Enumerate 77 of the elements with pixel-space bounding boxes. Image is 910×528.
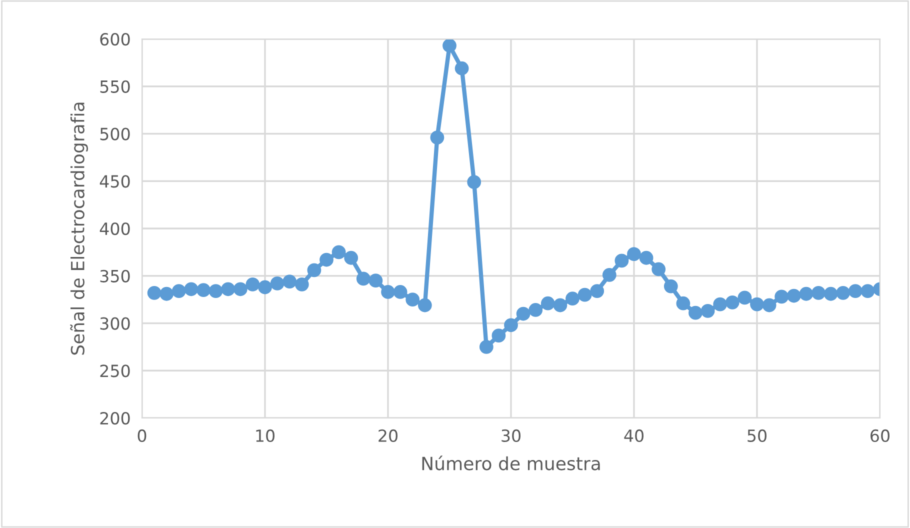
point	[492, 328, 506, 343]
point	[848, 284, 862, 298]
point	[614, 254, 629, 268]
point	[294, 277, 309, 292]
point	[639, 250, 654, 265]
point	[332, 245, 346, 260]
point	[676, 296, 690, 310]
point	[504, 318, 518, 332]
x-tick-label: 40	[624, 429, 644, 442]
point	[418, 298, 432, 312]
y-axis-title: Señal de Electrocardiografia	[70, 102, 88, 355]
point	[184, 282, 198, 296]
point	[147, 286, 162, 300]
point	[246, 277, 260, 292]
point	[356, 272, 370, 286]
y-tick-label: 200	[100, 412, 130, 425]
point	[208, 284, 223, 298]
point	[750, 297, 764, 312]
point	[320, 252, 334, 267]
y-tick-label: 500	[100, 128, 130, 140]
point	[652, 262, 666, 276]
x-tick-label: 10	[256, 429, 274, 442]
point	[627, 247, 641, 262]
x-tick-label: 50	[748, 429, 766, 442]
point	[590, 284, 604, 298]
point	[516, 306, 530, 321]
point	[406, 292, 420, 307]
point	[786, 288, 801, 303]
point	[381, 285, 395, 299]
point	[713, 297, 728, 312]
point	[700, 304, 715, 318]
y-tick-label: 250	[100, 364, 130, 378]
point	[467, 175, 482, 190]
point	[528, 303, 543, 317]
point	[442, 39, 456, 53]
point	[566, 292, 580, 306]
point	[368, 274, 383, 288]
point	[172, 284, 186, 298]
point	[664, 279, 678, 294]
point	[602, 268, 616, 282]
point	[160, 286, 174, 301]
point	[258, 280, 272, 294]
point	[196, 283, 210, 298]
point	[860, 284, 875, 298]
point	[221, 282, 236, 296]
point	[812, 286, 826, 300]
point	[725, 295, 740, 310]
point	[307, 263, 322, 278]
point	[553, 298, 568, 312]
x-tick-label: 20	[378, 429, 398, 442]
y-tick-label: 600	[100, 32, 130, 46]
point	[282, 274, 297, 289]
point	[738, 290, 752, 305]
point	[344, 250, 358, 265]
point	[270, 276, 284, 290]
x-axis-title: Número de muestra	[422, 456, 600, 470]
point	[836, 286, 850, 300]
y-tick-label: 350	[100, 270, 130, 282]
x-tick-label: 0	[138, 429, 146, 442]
x-tick-label: 30	[502, 429, 520, 442]
point	[479, 340, 494, 354]
point	[393, 285, 408, 299]
y-tick-label: 550	[100, 80, 130, 93]
y-tick-label: 450	[100, 175, 130, 188]
x-tick-label: 60	[870, 429, 890, 442]
point	[688, 306, 702, 320]
point	[454, 61, 469, 76]
point	[762, 298, 776, 312]
point	[233, 282, 248, 296]
y-tick-label: 300	[100, 317, 130, 330]
y-tick-label: 400	[100, 222, 130, 236]
point	[799, 286, 814, 301]
point	[774, 290, 789, 304]
point	[824, 286, 838, 301]
point	[540, 296, 555, 310]
point	[430, 130, 444, 144]
point	[578, 288, 592, 302]
